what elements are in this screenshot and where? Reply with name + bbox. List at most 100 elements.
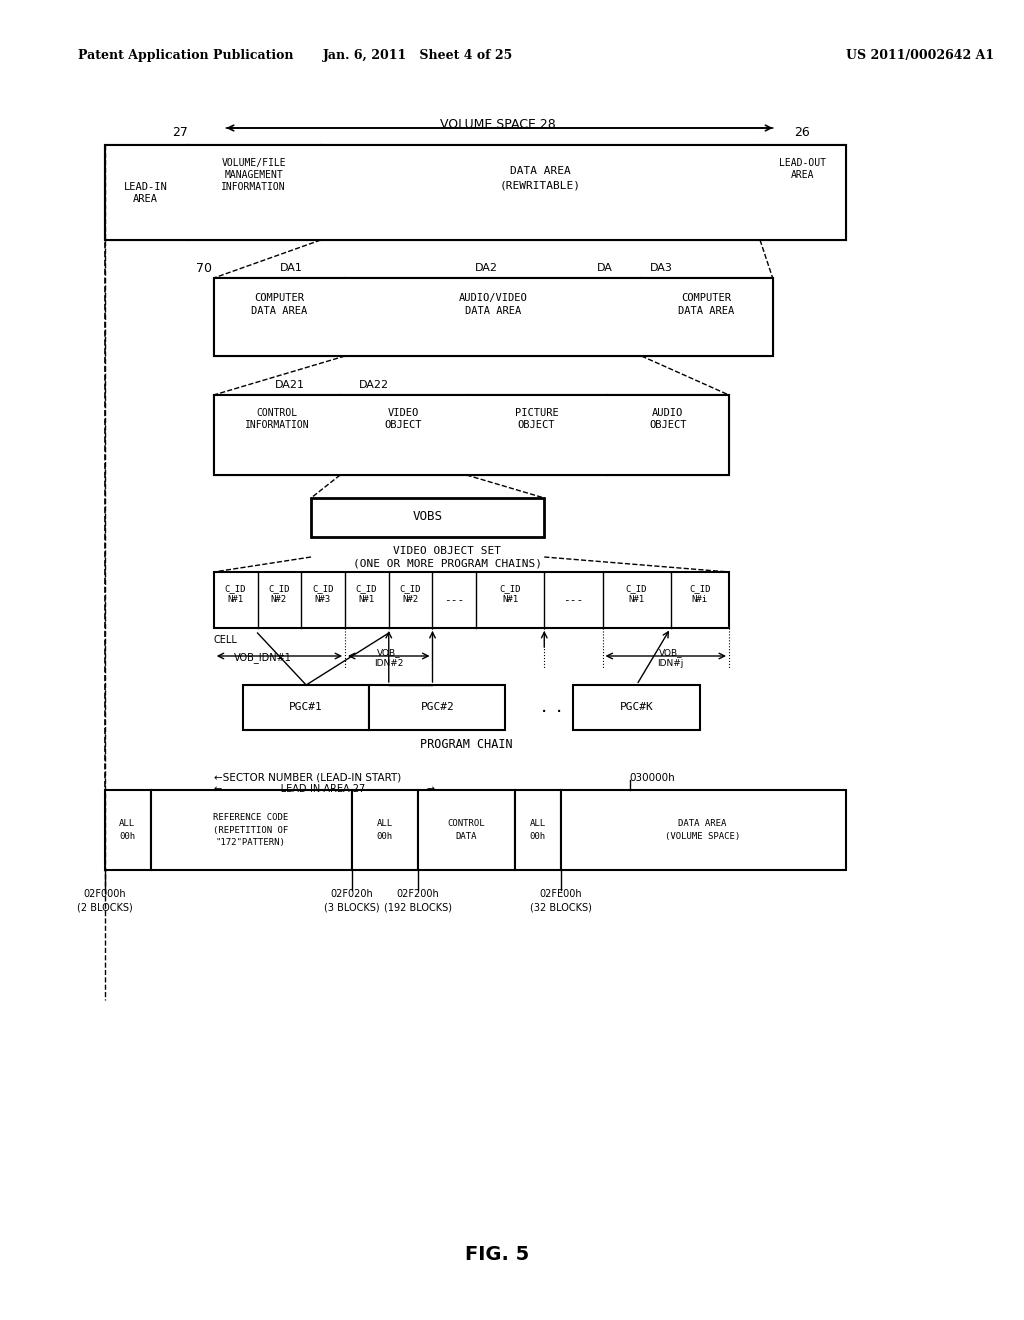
Text: DATA AREA: DATA AREA (679, 306, 734, 315)
Bar (105, 145, 846, 240)
Text: N#i: N#i (691, 595, 708, 605)
Text: VIDEO OBJECT SET: VIDEO OBJECT SET (393, 546, 501, 556)
Text: ←SECTOR NUMBER (LEAD-IN START): ←SECTOR NUMBER (LEAD-IN START) (214, 774, 401, 783)
Text: PROGRAM CHAIN: PROGRAM CHAIN (420, 738, 513, 751)
Text: PGC#1: PGC#1 (289, 702, 323, 711)
Text: OBJECT: OBJECT (385, 420, 422, 430)
Text: DA22: DA22 (359, 380, 389, 389)
Text: VOB_IDN#1: VOB_IDN#1 (233, 652, 292, 664)
Text: 00h: 00h (529, 832, 546, 841)
Bar (105, 145, 187, 240)
Bar (243, 685, 370, 730)
Text: ---: --- (443, 595, 464, 605)
Bar (214, 279, 773, 356)
Text: DATA AREA: DATA AREA (679, 818, 727, 828)
Text: PGC#2: PGC#2 (421, 702, 455, 711)
Text: VOB_
IDN#2: VOB_ IDN#2 (374, 648, 403, 668)
Text: N#1: N#1 (358, 595, 375, 605)
Text: C_ID: C_ID (312, 585, 334, 594)
Bar (345, 279, 641, 356)
Text: COMPUTER: COMPUTER (254, 293, 304, 304)
Text: C_ID: C_ID (689, 585, 711, 594)
Text: (VOLUME SPACE): (VOLUME SPACE) (665, 832, 740, 841)
Text: (32 BLOCKS): (32 BLOCKS) (529, 902, 592, 912)
Text: CONTROL: CONTROL (256, 408, 298, 418)
Text: N#1: N#1 (502, 595, 518, 605)
Text: US 2011/0002642 A1: US 2011/0002642 A1 (846, 49, 993, 62)
Text: DATA AREA: DATA AREA (465, 306, 521, 315)
Text: (192 BLOCKS): (192 BLOCKS) (384, 902, 452, 912)
Text: REFERENCE CODE: REFERENCE CODE (213, 813, 289, 821)
Bar (760, 145, 846, 240)
Bar (214, 395, 729, 475)
Bar (214, 572, 729, 628)
Text: 02FE00h: 02FE00h (540, 888, 582, 899)
Bar (515, 789, 561, 870)
Text: AREA: AREA (133, 194, 159, 205)
Text: (REPETITION OF: (REPETITION OF (213, 825, 289, 834)
Text: ←——————LEAD-IN AREA 27 ——————→: ←——————LEAD-IN AREA 27 ——————→ (214, 784, 435, 795)
Text: 02F000h: 02F000h (84, 888, 126, 899)
Text: C_ID: C_ID (224, 585, 246, 594)
Text: Jan. 6, 2011   Sheet 4 of 25: Jan. 6, 2011 Sheet 4 of 25 (323, 49, 513, 62)
Text: VIDEO: VIDEO (388, 408, 419, 418)
Text: DATA AREA: DATA AREA (251, 306, 307, 315)
Text: OBJECT: OBJECT (649, 420, 686, 430)
Text: VOBS: VOBS (413, 511, 442, 524)
Text: N#2: N#2 (271, 595, 287, 605)
Text: INFORMATION: INFORMATION (221, 182, 286, 191)
Text: DA3: DA3 (649, 263, 673, 273)
Bar (214, 395, 340, 475)
Text: 27: 27 (172, 125, 187, 139)
Text: (ONE OR MORE PROGRAM CHAINS): (ONE OR MORE PROGRAM CHAINS) (352, 558, 542, 568)
Text: OBJECT: OBJECT (518, 420, 555, 430)
Text: N#2: N#2 (402, 595, 418, 605)
Bar (561, 789, 846, 870)
Text: ALL: ALL (377, 818, 393, 828)
Text: AUDIO/VIDEO: AUDIO/VIDEO (459, 293, 527, 304)
Text: AUDIO: AUDIO (652, 408, 683, 418)
Bar (573, 685, 699, 730)
Bar (607, 395, 729, 475)
Text: LEAD-IN: LEAD-IN (124, 182, 168, 191)
Text: C_ID: C_ID (355, 585, 377, 594)
Text: COMPUTER: COMPUTER (682, 293, 731, 304)
Text: VOLUME SPACE 28: VOLUME SPACE 28 (439, 119, 555, 132)
Text: .: . (556, 697, 562, 717)
Text: "172"PATTERN): "172"PATTERN) (216, 838, 286, 847)
Bar (370, 685, 506, 730)
Text: (2 BLOCKS): (2 BLOCKS) (77, 902, 133, 912)
Text: C_ID: C_ID (268, 585, 290, 594)
Text: N#3: N#3 (314, 595, 331, 605)
Text: MANAGEMENT: MANAGEMENT (224, 170, 283, 180)
Text: ---: --- (563, 595, 584, 605)
Text: 030000h: 030000h (630, 774, 676, 783)
Text: 02F200h: 02F200h (396, 888, 439, 899)
Bar (311, 498, 545, 537)
Text: DATA: DATA (456, 832, 477, 841)
Text: 70: 70 (197, 261, 212, 275)
Text: ALL: ALL (529, 818, 546, 828)
Text: .: . (541, 697, 548, 717)
Text: DA21: DA21 (274, 380, 304, 389)
Text: C_ID: C_ID (500, 585, 521, 594)
Bar (340, 395, 467, 475)
Text: (3 BLOCKS): (3 BLOCKS) (324, 902, 380, 912)
Text: C_ID: C_ID (626, 585, 647, 594)
Text: (REWRITABLE): (REWRITABLE) (500, 180, 581, 190)
Bar (105, 789, 151, 870)
Text: CELL: CELL (214, 635, 238, 645)
Text: VOLUME/FILE: VOLUME/FILE (221, 158, 286, 168)
Text: N#1: N#1 (629, 595, 645, 605)
Bar (187, 145, 321, 240)
Text: INFORMATION: INFORMATION (245, 420, 309, 430)
Bar (151, 789, 352, 870)
Text: FIG. 5: FIG. 5 (466, 1246, 529, 1265)
Bar (418, 789, 515, 870)
Bar (214, 279, 345, 356)
Text: 00h: 00h (119, 832, 135, 841)
Text: PGC#K: PGC#K (620, 702, 653, 711)
Bar (321, 145, 760, 240)
Text: DA1: DA1 (281, 263, 303, 273)
Bar (352, 789, 418, 870)
